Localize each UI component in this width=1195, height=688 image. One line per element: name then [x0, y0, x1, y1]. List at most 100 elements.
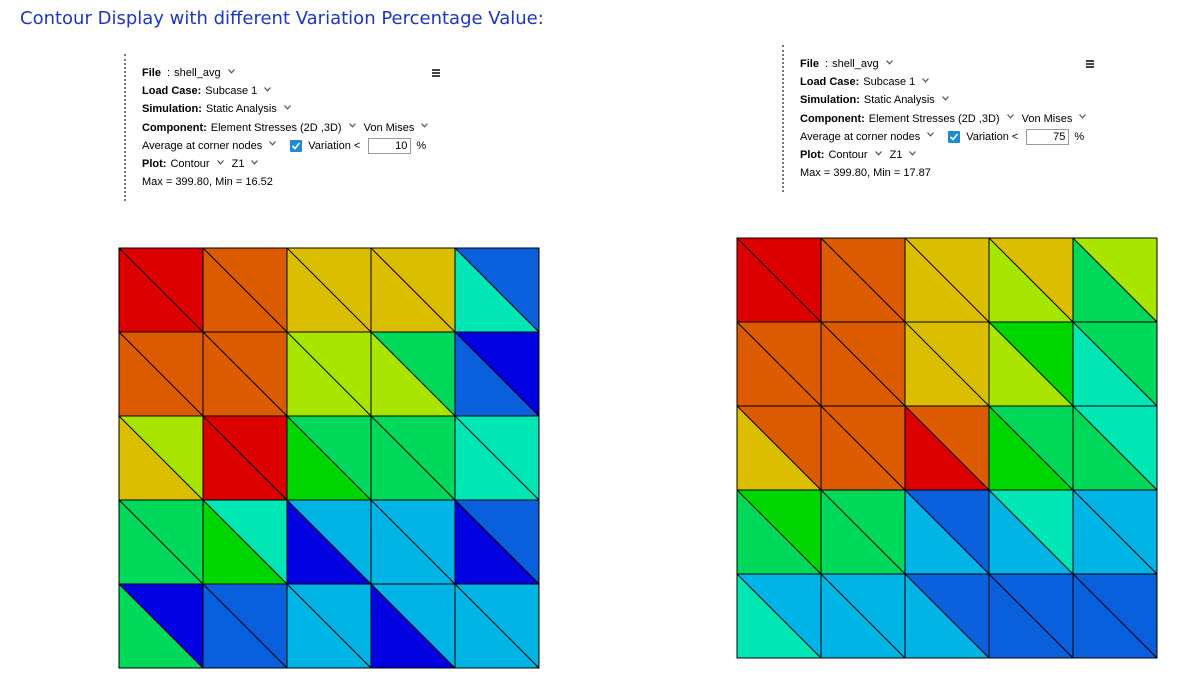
plot-row[interactable]: Plot: Contour Z1 — [142, 155, 442, 173]
contour-mesh-left[interactable] — [118, 247, 540, 669]
variation-input[interactable]: 10 — [368, 137, 412, 154]
simulation-label: Simulation: — [800, 94, 860, 107]
component-label: Component: — [800, 112, 865, 125]
mesh-diagonal-edge — [1072, 405, 1158, 491]
chevron-down-icon[interactable] — [251, 159, 259, 167]
mesh-diagonal-edge — [118, 415, 204, 501]
mesh-diagonal-edge — [286, 583, 372, 669]
plot-row[interactable]: Plot: Contour Z1 — [800, 146, 1100, 164]
chevron-down-icon[interactable] — [1079, 114, 1087, 121]
chevron-down-icon[interactable] — [941, 96, 949, 103]
load-case-label: Load Case: — [800, 76, 860, 89]
mesh-diagonal-edge — [1072, 237, 1158, 323]
hamburger-menu-icon[interactable] — [432, 69, 440, 78]
max-min-text: Max = 399.80, Min = 17.87 — [800, 167, 931, 180]
mesh-diagonal-edge — [1072, 573, 1158, 659]
averaging-dropdown[interactable]: Average at corner nodes — [142, 139, 263, 152]
checkmark-icon — [950, 133, 959, 141]
averaging-row[interactable]: Average at corner nodes Variation < 75 % — [800, 128, 1100, 146]
chevron-down-icon[interactable] — [885, 59, 893, 67]
mesh-diagonal-edge — [118, 583, 204, 669]
contour-mesh-right[interactable] — [736, 237, 1158, 659]
mesh-diagonal-edge — [118, 331, 204, 417]
mesh-diagonal-edge — [736, 321, 822, 407]
component-row[interactable]: Component: Element Stresses (2D ,3D) Von… — [800, 110, 1100, 128]
layer-dropdown[interactable]: Z1 — [889, 148, 903, 161]
contour-plot-left[interactable] — [118, 247, 540, 669]
averaging-dropdown[interactable]: Average at corner nodes — [800, 130, 921, 143]
file-row[interactable]: File : shell_avg — [142, 64, 442, 82]
file-dropdown[interactable]: shell_avg — [832, 58, 879, 70]
mesh-diagonal-edge — [202, 415, 288, 501]
mesh-diagonal-edge — [988, 321, 1074, 407]
max-min-text: Max = 399.80, Min = 16.52 — [142, 176, 273, 189]
mesh-diagonal-edge — [1072, 321, 1158, 407]
page-title: Contour Display with different Variation… — [20, 8, 544, 29]
plot-label: Plot: — [800, 148, 825, 161]
variation-input[interactable]: 75 — [1026, 128, 1070, 145]
load-case-label: Load Case: — [142, 85, 202, 98]
simulation-row[interactable]: Simulation: Static Analysis — [142, 100, 442, 118]
mesh-diagonal-edge — [454, 415, 540, 501]
component-type-dropdown[interactable]: Von Mises — [363, 121, 415, 134]
mesh-diagonal-edge — [820, 321, 906, 407]
mesh-diagonal-edge — [736, 489, 822, 575]
chevron-down-icon[interactable] — [227, 68, 235, 76]
mesh-diagonal-edge — [286, 331, 372, 417]
mesh-diagonal-edge — [286, 499, 372, 585]
mesh-diagonal-edge — [370, 499, 456, 585]
file-label: File — [800, 58, 819, 70]
chevron-down-icon[interactable] — [1006, 114, 1014, 121]
mesh-diagonal-edge — [118, 247, 204, 333]
plot-label: Plot: — [142, 157, 167, 170]
plot-dropdown[interactable]: Contour — [828, 148, 868, 161]
load-case-dropdown[interactable]: Subcase 1 — [205, 85, 258, 98]
contour-plot-right[interactable] — [736, 237, 1158, 659]
component-row[interactable]: Component: Element Stresses (2D ,3D) Von… — [142, 119, 442, 137]
load-case-dropdown[interactable]: Subcase 1 — [863, 76, 916, 89]
mesh-diagonal-edge — [202, 247, 288, 333]
chevron-down-icon[interactable] — [909, 150, 917, 158]
variation-checkbox[interactable] — [948, 130, 961, 143]
mesh-cell-edge — [1072, 573, 1158, 659]
chevron-down-icon[interactable] — [421, 123, 429, 130]
plot-dropdown[interactable]: Contour — [170, 157, 210, 170]
simulation-dropdown[interactable]: Static Analysis — [863, 94, 935, 107]
simulation-row[interactable]: Simulation: Static Analysis — [800, 91, 1100, 109]
simulation-label: Simulation: — [142, 103, 202, 116]
file-row[interactable]: File : shell_avg — [800, 55, 1100, 73]
layer-dropdown[interactable]: Z1 — [231, 157, 245, 170]
component-dropdown[interactable]: Element Stresses (2D ,3D) — [210, 121, 342, 134]
file-dropdown[interactable]: shell_avg — [174, 67, 221, 79]
chevron-down-icon[interactable] — [874, 150, 882, 158]
mesh-diagonal-edge — [904, 405, 990, 491]
chevron-down-icon[interactable] — [269, 141, 277, 148]
mesh-diagonal-edge — [202, 583, 288, 669]
mesh-diagonal-edge — [286, 415, 372, 501]
averaging-row[interactable]: Average at corner nodes Variation < 10 % — [142, 137, 442, 155]
mesh-diagonal-edge — [988, 237, 1074, 323]
load-case-row[interactable]: Load Case: Subcase 1 — [800, 73, 1100, 91]
simulation-dropdown[interactable]: Static Analysis — [205, 103, 277, 116]
mesh-diagonal-edge — [1072, 489, 1158, 575]
chevron-down-icon[interactable] — [283, 105, 291, 112]
mesh-diagonal-edge — [904, 321, 990, 407]
mesh-diagonal-edge — [736, 405, 822, 491]
chevron-down-icon[interactable] — [264, 86, 272, 94]
component-type-dropdown[interactable]: Von Mises — [1021, 112, 1073, 125]
chevron-down-icon[interactable] — [216, 159, 224, 167]
component-dropdown[interactable]: Element Stresses (2D ,3D) — [868, 112, 1000, 125]
variation-label: Variation < — [308, 139, 361, 152]
mesh-diagonal-edge — [202, 499, 288, 585]
chevron-down-icon[interactable] — [927, 132, 935, 139]
mesh-diagonal-edge — [370, 415, 456, 501]
mesh-diagonal-edge — [454, 247, 540, 333]
chevron-down-icon[interactable] — [348, 123, 356, 130]
hamburger-menu-icon[interactable] — [1086, 60, 1094, 69]
chevron-down-icon[interactable] — [922, 77, 930, 85]
mesh-diagonal-edge — [736, 237, 822, 323]
mesh-diagonal-edge — [202, 331, 288, 417]
panel-divider — [782, 45, 784, 193]
load-case-row[interactable]: Load Case: Subcase 1 — [142, 82, 442, 100]
variation-checkbox[interactable] — [290, 139, 303, 152]
